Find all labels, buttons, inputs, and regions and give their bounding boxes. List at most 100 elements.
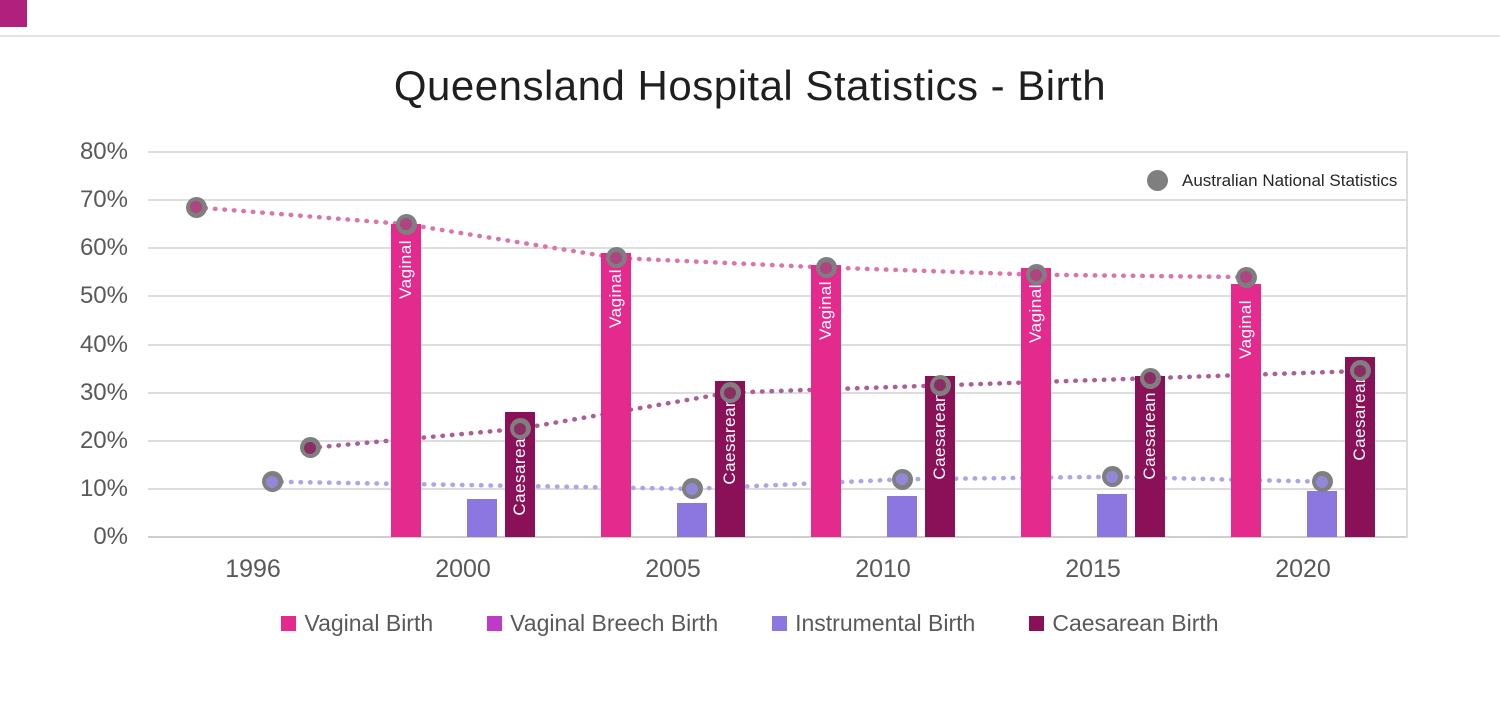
scatter-legend: Australian National Statistics [1147, 170, 1397, 191]
legend-item-caesarean-birth: Caesarean Birth [1029, 610, 1219, 637]
ans-marker-core [190, 201, 202, 214]
ans-marker-core [1144, 372, 1156, 385]
bar-label: Vaginal [1236, 300, 1255, 360]
legend-label: Vaginal Breech Birth [510, 610, 719, 636]
gridline-0 [148, 536, 1408, 538]
y-axis-label-40: 40% [79, 330, 128, 358]
y-axis-label-30: 30% [79, 378, 128, 406]
bar-caesarean-birth-2020: Caesarean [1345, 356, 1375, 537]
x-axis-label-2010: 2010 [855, 555, 911, 583]
legend-swatch-icon [281, 616, 297, 631]
chart-legend: Vaginal Birth Vaginal Breech Birth Instrum… [0, 610, 1500, 637]
gridline-60 [148, 247, 1408, 250]
legend-label: Caesarean Birth [1052, 610, 1219, 636]
legend-label: Vaginal Birth [304, 610, 434, 636]
ans-marker-instrumental-birth-2005 [681, 478, 703, 500]
ans-marker-vaginal-birth-2015 [1025, 264, 1047, 286]
ans-marker-core [1354, 364, 1366, 377]
gridline-80 [148, 151, 1408, 153]
ans-marker-caesarean-birth-1996 [299, 437, 321, 459]
ans-marker-caesarean-birth-2005 [719, 382, 741, 404]
bar-instrumental-birth-2005 [677, 503, 707, 537]
ans-marker-core [400, 218, 412, 231]
gridline-20 [148, 439, 1408, 442]
ans-marker-core [1106, 470, 1118, 483]
x-axis-label-2005: 2005 [645, 555, 701, 583]
ans-marker-caesarean-birth-2000 [509, 418, 531, 440]
bar-label: Caesarean [1350, 372, 1369, 461]
ans-marker-core [896, 473, 908, 486]
legend-item-vaginal-breech-birth: Vaginal Breech Birth [487, 610, 718, 637]
bar-label: Caesarean [930, 391, 949, 480]
scatter-legend-marker-icon [1147, 170, 1168, 191]
trend-line-vaginal-birth [193, 205, 1249, 280]
bar-vaginal-birth-2020: Vaginal [1231, 284, 1261, 537]
ans-marker-instrumental-birth-2020 [1311, 471, 1333, 493]
ans-marker-instrumental-birth-2015 [1101, 466, 1123, 488]
corner-accent-square [0, 0, 27, 27]
x-axis-label-2015: 2015 [1065, 555, 1121, 583]
ans-marker-core [686, 482, 698, 495]
bar-caesarean-birth-2015: Caesarean [1135, 375, 1165, 537]
y-axis-label-80: 80% [79, 138, 128, 165]
x-axis-label-1996: 1996 [225, 555, 281, 583]
ans-marker-vaginal-birth-2010 [815, 257, 837, 278]
plot-right-border [1406, 151, 1408, 538]
bar-vaginal-birth-2010: Vaginal [811, 265, 841, 537]
gridline-30 [148, 391, 1408, 394]
x-axis-label-2000: 2000 [435, 555, 491, 583]
ans-marker-caesarean-birth-2010 [929, 374, 951, 396]
scatter-legend-label: Australian National Statistics [1182, 170, 1398, 190]
bar-instrumental-birth-2015 [1097, 493, 1127, 537]
top-divider-line [0, 35, 1500, 37]
ans-marker-instrumental-birth-1996 [261, 471, 283, 493]
legend-swatch-icon [772, 616, 788, 631]
ans-marker-core [610, 251, 622, 264]
y-axis-label-50: 50% [79, 282, 128, 310]
bar-caesarean-birth-2010: Caesarean [925, 375, 955, 537]
legend-swatch-icon [1029, 616, 1045, 631]
ans-marker-instrumental-birth-2010 [891, 468, 913, 490]
legend-swatch-icon [487, 616, 503, 631]
y-axis-label-20: 20% [79, 426, 128, 454]
ans-marker-vaginal-birth-2005 [605, 247, 627, 269]
ans-marker-core [304, 441, 316, 454]
ans-marker-caesarean-birth-2015 [1139, 367, 1161, 389]
ans-marker-vaginal-birth-2000 [395, 213, 417, 235]
ans-marker-core [266, 475, 278, 488]
legend-item-vaginal-birth: Vaginal Birth [281, 610, 433, 637]
ans-marker-core [934, 379, 946, 392]
bar-label: Caesarean [1140, 391, 1159, 480]
legend-item-instrumental-birth: Instrumental Birth [772, 610, 975, 637]
ans-marker-vaginal-birth-2020 [1235, 266, 1257, 288]
ans-marker-core [1240, 271, 1252, 284]
y-axis-label-70: 70% [79, 186, 128, 214]
ans-marker-core [1030, 268, 1042, 281]
bar-instrumental-birth-2020 [1307, 491, 1337, 537]
ans-marker-vaginal-birth-1996 [185, 196, 207, 218]
y-axis-label-0: 0% [93, 523, 128, 550]
legend-label: Instrumental Birth [795, 610, 976, 636]
bar-label: Vaginal [396, 240, 415, 300]
bar-vaginal-birth-2000: Vaginal [391, 224, 421, 537]
ans-marker-caesarean-birth-2020 [1349, 360, 1371, 382]
gridline-70 [148, 199, 1408, 202]
bar-label: Caesarean [720, 396, 739, 485]
ans-marker-core [514, 422, 526, 435]
ans-marker-core [724, 386, 736, 399]
chart-title: Queensland Hospital Statistics - Birth [393, 62, 1107, 109]
gridline-50 [148, 295, 1408, 298]
ans-marker-core [1316, 475, 1328, 488]
gridline-10 [148, 487, 1408, 490]
bar-instrumental-birth-2010 [887, 496, 917, 537]
ans-marker-core [820, 261, 832, 274]
gridline-40 [148, 343, 1408, 346]
bar-label: Vaginal [606, 269, 625, 329]
x-axis-label-2020: 2020 [1275, 555, 1331, 583]
y-axis-label-60: 60% [79, 234, 128, 262]
bar-vaginal-birth-2015: Vaginal [1021, 267, 1051, 537]
y-axis-label-10: 10% [79, 474, 128, 502]
